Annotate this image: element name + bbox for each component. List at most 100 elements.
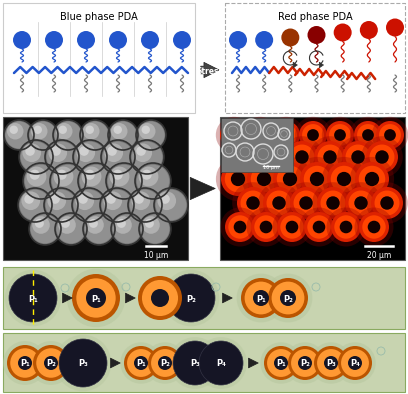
Circle shape — [274, 356, 288, 370]
Circle shape — [300, 162, 334, 196]
Circle shape — [160, 194, 170, 204]
Bar — [3, 117, 188, 260]
Circle shape — [158, 356, 172, 370]
Circle shape — [55, 335, 111, 391]
Circle shape — [173, 31, 191, 49]
Circle shape — [253, 290, 269, 306]
Circle shape — [25, 146, 35, 156]
Circle shape — [142, 126, 150, 134]
Circle shape — [225, 166, 251, 192]
Circle shape — [216, 157, 260, 201]
Circle shape — [340, 221, 352, 233]
Circle shape — [247, 162, 281, 196]
Circle shape — [314, 346, 348, 380]
Circle shape — [78, 194, 88, 204]
Circle shape — [241, 191, 266, 216]
Circle shape — [229, 136, 271, 178]
Circle shape — [251, 166, 277, 192]
Circle shape — [355, 162, 389, 196]
Circle shape — [314, 141, 346, 173]
Circle shape — [285, 182, 327, 224]
Text: P₂: P₂ — [160, 359, 170, 368]
Text: P₁: P₁ — [28, 294, 38, 303]
Circle shape — [241, 278, 281, 318]
Circle shape — [267, 349, 295, 377]
Circle shape — [133, 143, 152, 162]
Circle shape — [242, 117, 278, 153]
Circle shape — [139, 123, 155, 139]
Circle shape — [29, 121, 56, 149]
Circle shape — [346, 145, 370, 169]
Circle shape — [130, 190, 160, 220]
Circle shape — [354, 121, 382, 149]
Circle shape — [86, 126, 94, 134]
Circle shape — [163, 269, 220, 326]
Circle shape — [135, 163, 171, 199]
Circle shape — [258, 182, 300, 224]
Circle shape — [281, 136, 323, 178]
Circle shape — [310, 342, 352, 384]
Circle shape — [25, 165, 57, 197]
Circle shape — [45, 140, 79, 174]
Circle shape — [76, 143, 95, 162]
Circle shape — [21, 191, 40, 210]
Circle shape — [120, 342, 162, 384]
Circle shape — [13, 31, 31, 49]
FancyArrowPatch shape — [293, 62, 297, 68]
Circle shape — [7, 123, 24, 139]
Circle shape — [237, 187, 269, 219]
Circle shape — [348, 356, 362, 370]
Circle shape — [269, 150, 283, 164]
Bar — [221, 118, 293, 172]
Circle shape — [80, 120, 110, 150]
Circle shape — [272, 196, 286, 210]
Circle shape — [76, 278, 116, 318]
Circle shape — [4, 269, 61, 326]
Circle shape — [139, 167, 158, 186]
Circle shape — [216, 117, 252, 153]
Circle shape — [307, 215, 331, 239]
Circle shape — [284, 342, 326, 384]
Circle shape — [109, 121, 137, 149]
Circle shape — [359, 212, 389, 242]
Bar — [225, 3, 405, 113]
Circle shape — [79, 146, 89, 156]
Circle shape — [67, 269, 125, 327]
Text: 10 µm: 10 µm — [263, 165, 279, 170]
Circle shape — [295, 157, 339, 201]
Circle shape — [299, 196, 313, 210]
Circle shape — [345, 187, 377, 219]
Circle shape — [145, 219, 154, 228]
Circle shape — [31, 123, 47, 139]
Circle shape — [304, 212, 334, 242]
Circle shape — [286, 141, 318, 173]
Text: Blue phase PDA: Blue phase PDA — [60, 12, 138, 22]
Circle shape — [148, 346, 182, 380]
Circle shape — [313, 221, 325, 233]
Circle shape — [280, 290, 296, 306]
Circle shape — [327, 162, 361, 196]
Circle shape — [73, 140, 107, 174]
Circle shape — [139, 213, 171, 245]
Circle shape — [290, 187, 322, 219]
Circle shape — [379, 124, 401, 146]
Circle shape — [111, 123, 127, 139]
Circle shape — [323, 150, 337, 164]
Circle shape — [28, 120, 58, 150]
Circle shape — [264, 346, 298, 380]
Circle shape — [317, 145, 342, 169]
Circle shape — [302, 124, 324, 146]
Circle shape — [131, 191, 150, 210]
Circle shape — [365, 172, 379, 186]
Circle shape — [362, 215, 386, 239]
Circle shape — [246, 208, 286, 247]
Text: P₂: P₂ — [46, 359, 56, 368]
Bar — [3, 267, 405, 329]
Circle shape — [3, 341, 47, 385]
Circle shape — [78, 163, 114, 199]
Text: 20 μm: 20 μm — [367, 251, 391, 260]
Circle shape — [110, 167, 129, 186]
Circle shape — [61, 219, 70, 228]
Bar — [220, 117, 405, 260]
Circle shape — [106, 163, 142, 199]
